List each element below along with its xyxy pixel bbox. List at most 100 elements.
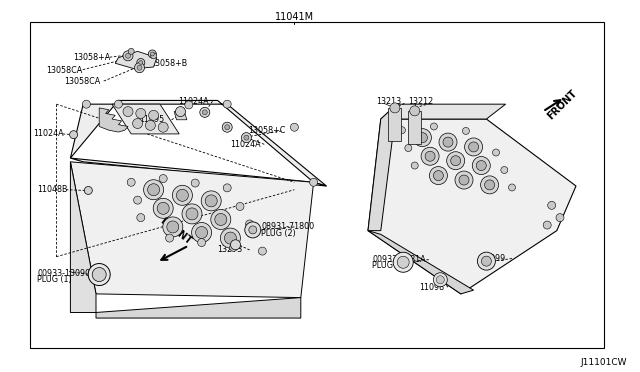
Circle shape: [433, 273, 447, 287]
Circle shape: [501, 167, 508, 173]
Polygon shape: [70, 162, 96, 312]
Circle shape: [137, 214, 145, 222]
Circle shape: [153, 198, 173, 218]
Circle shape: [439, 133, 457, 151]
Circle shape: [185, 101, 193, 109]
Circle shape: [137, 58, 145, 67]
Circle shape: [244, 135, 249, 140]
Circle shape: [509, 184, 515, 191]
Text: 13058CA: 13058CA: [64, 77, 100, 86]
Circle shape: [123, 51, 133, 61]
Text: 13058+A: 13058+A: [74, 53, 111, 62]
Circle shape: [196, 227, 207, 238]
Circle shape: [202, 110, 207, 115]
Circle shape: [148, 50, 156, 58]
Text: 00933-1281A: 00933-1281A: [372, 255, 426, 264]
Text: 00933-13090: 00933-13090: [37, 269, 90, 278]
Polygon shape: [96, 298, 301, 318]
Circle shape: [132, 119, 143, 128]
Circle shape: [463, 128, 469, 134]
Circle shape: [163, 217, 183, 237]
Circle shape: [455, 171, 473, 189]
Circle shape: [200, 108, 210, 117]
Circle shape: [137, 65, 142, 70]
Circle shape: [157, 202, 169, 214]
Polygon shape: [70, 158, 326, 186]
Circle shape: [477, 252, 495, 270]
Circle shape: [259, 247, 266, 255]
Polygon shape: [381, 104, 506, 119]
Circle shape: [421, 147, 439, 165]
Circle shape: [92, 267, 106, 282]
Circle shape: [429, 167, 447, 185]
Circle shape: [433, 171, 444, 180]
Text: 11048B: 11048B: [37, 185, 68, 194]
Polygon shape: [368, 231, 474, 294]
Circle shape: [158, 122, 168, 132]
Circle shape: [139, 61, 143, 64]
Polygon shape: [70, 100, 326, 186]
Text: 13212: 13212: [408, 97, 433, 106]
Text: PLUG (1): PLUG (1): [37, 275, 72, 284]
Circle shape: [148, 110, 159, 120]
Text: 11099: 11099: [480, 254, 505, 263]
Text: 11024A: 11024A: [33, 129, 64, 138]
Polygon shape: [70, 162, 314, 298]
Text: 13213: 13213: [376, 97, 401, 106]
Circle shape: [83, 100, 90, 108]
Circle shape: [88, 263, 110, 286]
Circle shape: [481, 256, 492, 266]
Circle shape: [481, 176, 499, 194]
Circle shape: [150, 53, 157, 59]
Circle shape: [436, 276, 444, 284]
Circle shape: [225, 232, 236, 244]
Circle shape: [425, 151, 435, 161]
Circle shape: [230, 243, 237, 251]
Circle shape: [134, 63, 145, 73]
Text: 13058CA: 13058CA: [46, 66, 83, 75]
Circle shape: [136, 109, 146, 118]
Circle shape: [167, 221, 179, 233]
Polygon shape: [99, 108, 128, 132]
Circle shape: [476, 161, 486, 170]
Circle shape: [241, 133, 252, 142]
Circle shape: [127, 178, 135, 186]
Circle shape: [465, 138, 483, 156]
Text: 11024A: 11024A: [230, 140, 261, 149]
Circle shape: [246, 220, 253, 228]
Polygon shape: [112, 104, 179, 134]
Bar: [30, 22, 604, 348]
Circle shape: [205, 195, 217, 207]
Text: PLUG (1): PLUG (1): [372, 262, 407, 270]
Circle shape: [175, 107, 186, 116]
Text: FRONT: FRONT: [545, 88, 579, 122]
Circle shape: [70, 131, 77, 139]
Text: 11098: 11098: [419, 283, 444, 292]
Circle shape: [412, 162, 418, 169]
Circle shape: [310, 178, 317, 186]
Text: 13273: 13273: [218, 246, 243, 254]
Text: 13058+C: 13058+C: [248, 126, 285, 135]
Circle shape: [431, 123, 437, 130]
Text: 08931-71800: 08931-71800: [261, 222, 314, 231]
Circle shape: [245, 222, 261, 238]
Circle shape: [215, 214, 227, 225]
Circle shape: [143, 180, 164, 200]
Circle shape: [393, 252, 413, 272]
Circle shape: [134, 196, 141, 204]
Circle shape: [166, 234, 173, 242]
Circle shape: [548, 201, 556, 209]
Circle shape: [397, 256, 409, 268]
Circle shape: [484, 180, 495, 190]
Circle shape: [543, 221, 551, 229]
Circle shape: [198, 238, 205, 247]
Circle shape: [556, 214, 564, 222]
Polygon shape: [368, 119, 576, 294]
Circle shape: [405, 145, 412, 151]
Polygon shape: [368, 104, 397, 231]
Circle shape: [211, 209, 231, 230]
Circle shape: [236, 202, 244, 211]
Circle shape: [177, 189, 188, 201]
Circle shape: [182, 204, 202, 224]
Circle shape: [115, 100, 122, 108]
